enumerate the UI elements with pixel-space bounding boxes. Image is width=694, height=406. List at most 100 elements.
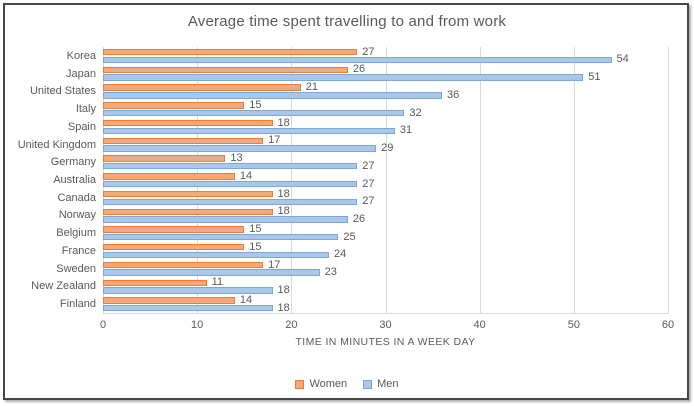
- bar-women: [103, 66, 348, 74]
- category-row: Canada 18 27: [57, 187, 668, 208]
- bar-women: [103, 190, 273, 198]
- bar-women: [103, 102, 245, 109]
- category-row: New Zealand 11 18: [31, 276, 668, 296]
- data-label: 18: [277, 116, 290, 129]
- x-tick-label: 20: [285, 319, 298, 331]
- x-tick-label: 60: [661, 319, 675, 331]
- x-tick-label: 50: [567, 319, 580, 331]
- category-row: Belgium 15 25: [56, 223, 668, 243]
- category-label: United States: [29, 85, 96, 98]
- data-label: 18: [277, 283, 290, 296]
- bar-women: [103, 297, 235, 304]
- category-row: Japan 26 51: [66, 63, 668, 84]
- bar-women: [103, 208, 273, 215]
- data-label: 15: [249, 223, 262, 236]
- bar-women: [103, 137, 264, 145]
- bar-men: [103, 287, 273, 294]
- legend-item-men: Men: [363, 378, 399, 390]
- data-label: 23: [324, 266, 337, 279]
- category-label: Italy: [75, 103, 96, 116]
- bar-men: [103, 56, 612, 64]
- data-label: 27: [362, 159, 375, 172]
- data-label: 11: [211, 276, 223, 289]
- bar-women: [103, 155, 226, 162]
- data-label: 26: [352, 212, 366, 225]
- chart-title: Average time spent travelling to and fro…: [187, 13, 507, 30]
- category-row: Korea 27 54: [67, 45, 668, 66]
- data-label: 18: [277, 187, 290, 200]
- data-label: 36: [447, 88, 460, 101]
- bar-men: [103, 251, 329, 259]
- data-label: 15: [249, 98, 262, 111]
- category-label: Belgium: [56, 227, 96, 240]
- bar-men: [103, 127, 395, 134]
- bar-men: [103, 163, 358, 170]
- bar-women: [103, 244, 245, 251]
- gridline: [103, 47, 104, 314]
- category-label: Spain: [67, 120, 96, 133]
- data-label: 17: [268, 258, 281, 271]
- bar-women: [103, 279, 207, 286]
- category-row: Italy 15 32: [76, 98, 668, 119]
- x-tick-label: 30: [379, 319, 392, 331]
- legend-item-women: Women: [295, 378, 347, 390]
- data-label: 17: [268, 134, 281, 147]
- bar-men: [103, 145, 377, 152]
- bar-women: [103, 226, 245, 233]
- bar-men: [103, 216, 348, 223]
- data-label: 21: [305, 81, 318, 94]
- category-label: New Zealand: [31, 280, 96, 293]
- data-label: 31: [399, 124, 413, 137]
- data-label: 18: [277, 301, 290, 314]
- bar-women: [103, 49, 358, 56]
- data-label: 13: [230, 152, 243, 165]
- bar-men: [103, 269, 320, 276]
- data-label: 26: [352, 63, 366, 76]
- data-label: 24: [334, 248, 347, 261]
- data-label: 25: [343, 230, 356, 243]
- bar-men: [103, 234, 339, 241]
- data-label: 54: [616, 53, 629, 66]
- x-axis-line: [103, 313, 668, 314]
- category-row: United Kingdom 17 29: [18, 134, 668, 155]
- category-row: Sweden 17 23: [56, 258, 668, 279]
- legend-label: Men: [377, 378, 399, 390]
- gridline: [197, 47, 199, 314]
- gridline: [479, 47, 481, 314]
- x-tick-label: 40: [473, 319, 486, 331]
- data-label: 15: [249, 240, 262, 253]
- data-label: 32: [409, 106, 422, 119]
- category-row: Spain 18 31: [68, 116, 668, 137]
- category-row: France 15 24: [62, 240, 668, 261]
- data-label: 29: [381, 142, 394, 155]
- bar-men: [103, 92, 442, 99]
- bar-men: [103, 180, 358, 188]
- legend-swatch-icon: [295, 379, 305, 389]
- legend-swatch-icon: [363, 379, 373, 389]
- category-label: France: [61, 244, 96, 257]
- x-axis-title: TIME IN MINUTES IN A WEEK DAY: [295, 336, 476, 348]
- category-label: Germany: [50, 156, 96, 169]
- data-label: 51: [588, 71, 601, 84]
- category-row: Finland 14 18: [60, 294, 668, 314]
- bar-men: [103, 74, 584, 81]
- category-label: Norway: [58, 209, 96, 222]
- category-label: Korea: [66, 49, 96, 62]
- bar-women: [103, 261, 264, 269]
- category-row: Norway 18 26: [59, 205, 668, 225]
- category-label: Canada: [57, 191, 96, 204]
- bar-men: [103, 109, 405, 117]
- category-row: Germany 13 27: [51, 152, 668, 172]
- gridline: [385, 47, 387, 314]
- x-tick-label: 10: [191, 319, 204, 331]
- bar-women: [103, 84, 301, 91]
- bar-women: [103, 173, 235, 180]
- category-label: Australia: [53, 173, 96, 186]
- data-label: 14: [239, 169, 253, 182]
- gridline: [291, 47, 293, 314]
- data-label: 27: [362, 45, 375, 58]
- data-label: 18: [277, 205, 290, 218]
- category-row: United States 21 36: [30, 81, 668, 101]
- x-tick-label: 0: [99, 319, 107, 331]
- legend: Women Men: [0, 378, 694, 390]
